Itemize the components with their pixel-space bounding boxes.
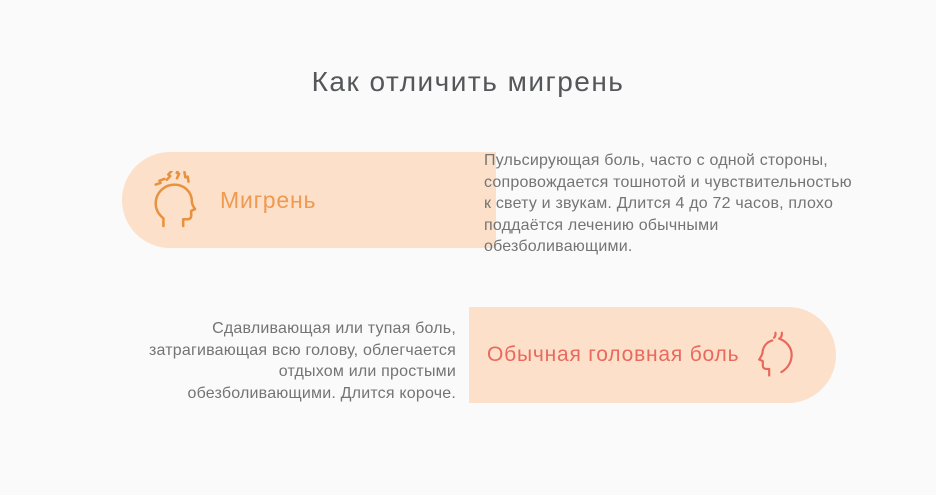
- migraine-card-label: Мигрень: [220, 186, 317, 213]
- migraine-description: Пульсирующая боль, часто с одной стороны…: [484, 152, 852, 255]
- headache-card: Обычная головная боль: [469, 307, 836, 403]
- headache-description: Сдавливающая или тупая боль, затрагивающ…: [148, 320, 456, 402]
- migraine-card: Мигрень: [122, 152, 496, 248]
- head-lightning-icon: [148, 171, 202, 229]
- head-profile-icon: [755, 330, 795, 380]
- headache-card-label: Обычная головная боль: [487, 343, 740, 366]
- page-title: Как отличить мигрень: [311, 66, 625, 97]
